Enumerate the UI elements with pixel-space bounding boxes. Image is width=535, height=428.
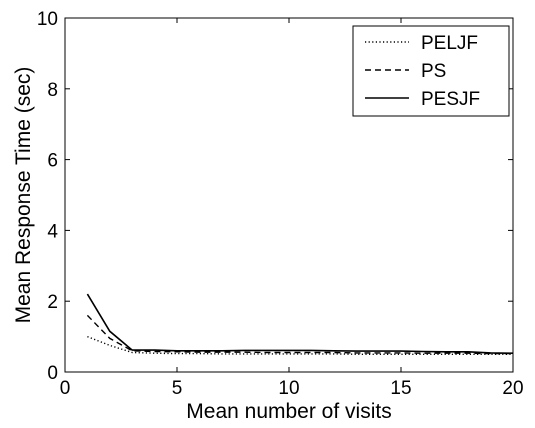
x-tick-label: 5 [172, 378, 183, 399]
legend: PELJF PS PESJF [352, 25, 510, 117]
series-layer [86, 293, 514, 355]
x-tick-label: 0 [60, 378, 71, 399]
y-axis: 0 2 4 6 8 10 [37, 9, 513, 384]
y-tick-label: 8 [47, 80, 58, 101]
series-line-peljf [87, 335, 513, 355]
x-tick-label: 10 [278, 378, 299, 399]
series-line-pesjf [86, 293, 514, 354]
legend-label: PS [421, 61, 446, 82]
x-tick-label: 15 [390, 378, 411, 399]
x-tick-label: 20 [502, 378, 523, 399]
y-tick-label: 6 [47, 151, 58, 172]
y-tick-label: 2 [47, 292, 58, 313]
x-axis: 0 5 10 15 20 [60, 18, 524, 399]
x-axis-title: Mean number of visits [186, 400, 391, 423]
y-tick-label: 0 [47, 363, 58, 384]
y-tick-label: 10 [37, 9, 58, 30]
y-axis-title: Mean Response Time (sec) [12, 67, 35, 324]
legend-label: PELJF [421, 33, 478, 54]
legend-box [352, 25, 510, 117]
legend-label: PESJF [421, 89, 480, 110]
series-line-ps [86, 314, 513, 355]
y-tick-label: 4 [47, 221, 58, 242]
